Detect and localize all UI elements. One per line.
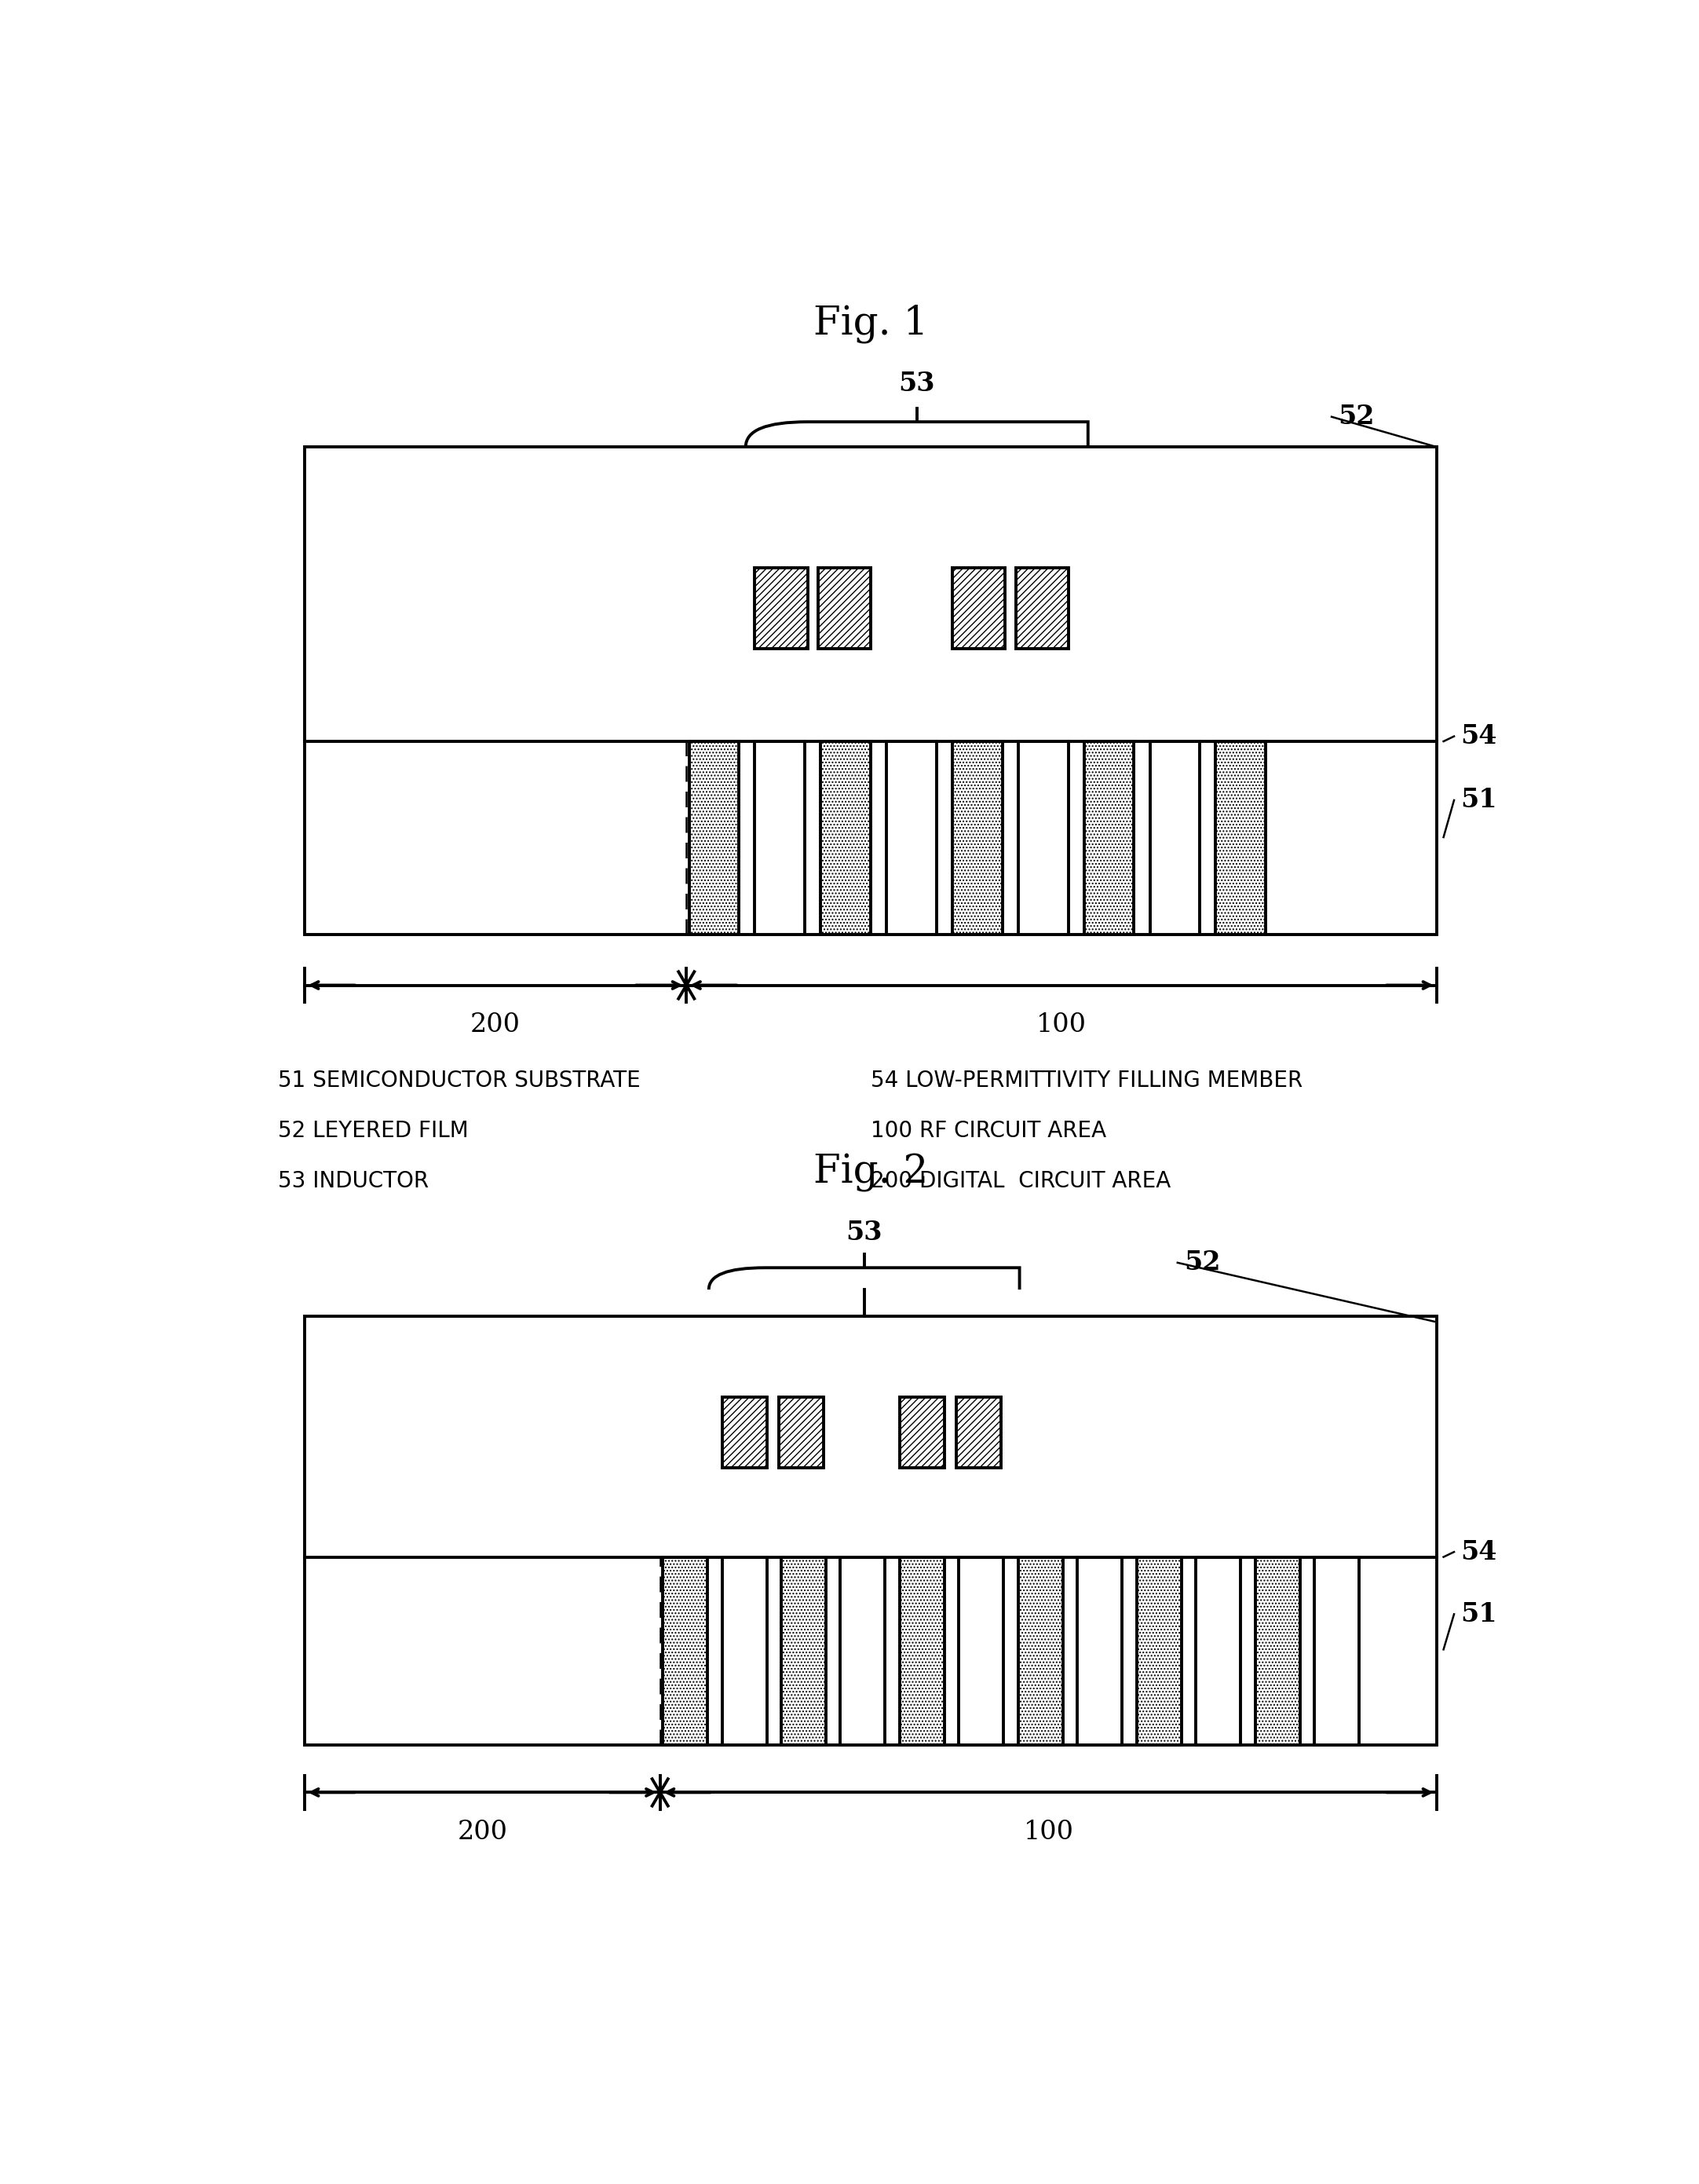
Text: 100: 100 <box>1036 1011 1087 1037</box>
Text: 100: 100 <box>1023 1819 1074 1845</box>
Bar <box>957 1398 1001 1468</box>
Bar <box>900 1398 945 1468</box>
Bar <box>778 1398 824 1468</box>
Bar <box>887 740 936 935</box>
Bar <box>1150 740 1199 935</box>
Text: 51: 51 <box>1461 786 1497 812</box>
Bar <box>1216 740 1266 935</box>
Bar <box>754 740 805 935</box>
Bar <box>782 1557 826 1745</box>
Bar <box>690 740 739 935</box>
Bar <box>953 740 1002 935</box>
Bar <box>1016 568 1069 649</box>
Text: 52: 52 <box>1184 1249 1220 1275</box>
Text: 53: 53 <box>846 1221 882 1245</box>
Bar <box>900 1557 945 1745</box>
Text: 200 DIGITAL  CIRCUIT AREA: 200 DIGITAL CIRCUIT AREA <box>872 1171 1171 1192</box>
Bar <box>304 448 1437 935</box>
Bar <box>1256 1557 1300 1745</box>
Bar <box>754 568 807 649</box>
Bar <box>663 1557 707 1745</box>
Text: 51 SEMICONDUCTOR SUBSTRATE: 51 SEMICONDUCTOR SUBSTRATE <box>279 1070 641 1092</box>
Text: 200: 200 <box>471 1011 520 1037</box>
Bar <box>1077 1557 1123 1745</box>
Bar <box>953 568 1006 649</box>
Text: Fig. 1: Fig. 1 <box>814 304 928 343</box>
Bar <box>1018 1557 1064 1745</box>
Text: 54: 54 <box>1461 723 1497 749</box>
Text: 52: 52 <box>1339 404 1374 430</box>
Bar <box>958 1557 1004 1745</box>
Text: 53: 53 <box>899 371 934 397</box>
Bar <box>1084 740 1135 935</box>
Bar <box>819 568 872 649</box>
Text: 100 RF CIRCUIT AREA: 100 RF CIRCUIT AREA <box>872 1120 1106 1142</box>
Text: 54: 54 <box>1461 1540 1497 1566</box>
Text: Fig. 2: Fig. 2 <box>814 1153 928 1192</box>
Text: 54 LOW-PERMITTIVITY FILLING MEMBER: 54 LOW-PERMITTIVITY FILLING MEMBER <box>872 1070 1303 1092</box>
Text: 52 LEYERED FILM: 52 LEYERED FILM <box>279 1120 469 1142</box>
Text: 51: 51 <box>1461 1601 1497 1627</box>
Bar <box>304 1317 1437 1745</box>
Bar <box>821 740 872 935</box>
Text: 200: 200 <box>457 1819 508 1845</box>
Bar <box>1315 1557 1359 1745</box>
Text: 53 INDUCTOR: 53 INDUCTOR <box>279 1171 430 1192</box>
Bar <box>722 1557 766 1745</box>
Bar <box>1196 1557 1240 1745</box>
Bar <box>1018 740 1069 935</box>
Bar <box>841 1557 885 1745</box>
Bar <box>1137 1557 1181 1745</box>
Bar <box>722 1398 766 1468</box>
